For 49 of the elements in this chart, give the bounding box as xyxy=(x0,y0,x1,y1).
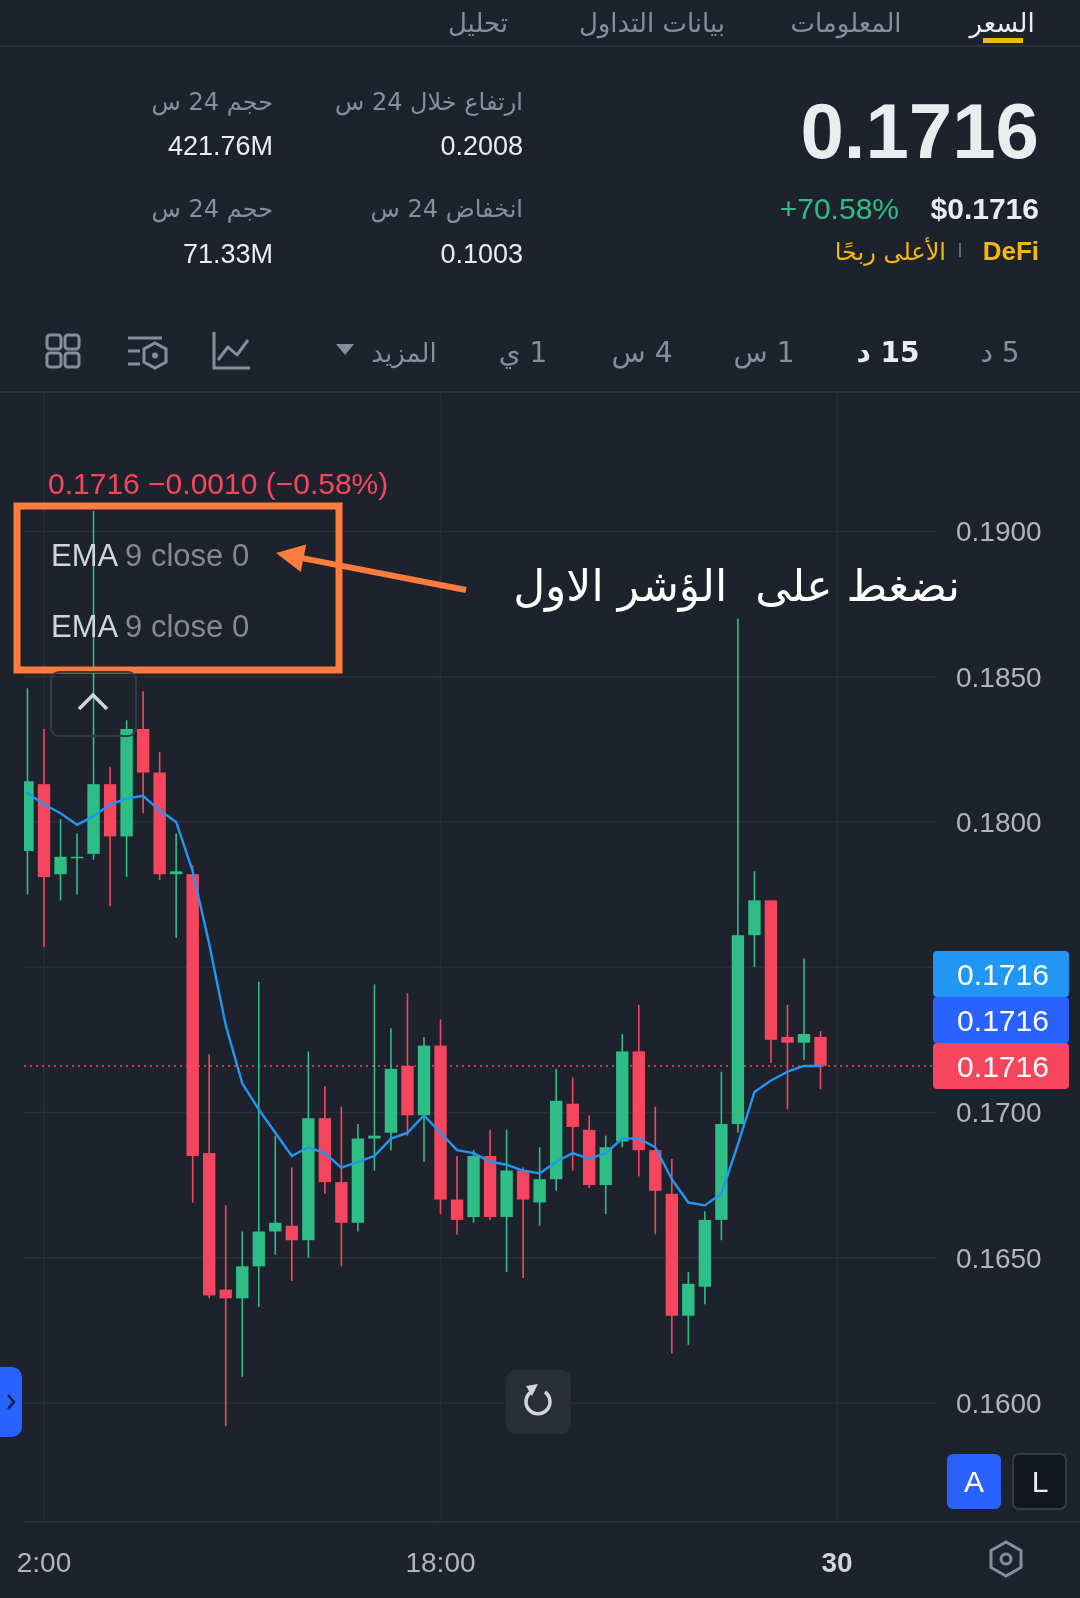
text: حجم 24 س xyxy=(151,88,273,116)
text: $0.1716 xyxy=(930,192,1039,225)
ref-line-label: 0.1716 xyxy=(957,1049,1049,1083)
x-tick-label: 2:00 xyxy=(16,1547,72,1578)
candlestick xyxy=(797,957,811,1061)
candlestick xyxy=(269,1134,282,1256)
text: 71.33M xyxy=(182,239,273,269)
text: +70.58% xyxy=(779,192,899,225)
y-tick-label: 0.1900 xyxy=(956,516,1042,548)
candlestick xyxy=(566,1076,579,1172)
text: الأعلى ربحًا xyxy=(834,237,946,266)
candlestick xyxy=(54,818,67,902)
y-tick-label: 0.1600 xyxy=(956,1387,1042,1419)
text: حجم 24 س xyxy=(151,195,273,223)
text: DeFi xyxy=(982,236,1039,266)
text: L xyxy=(1031,1465,1049,1498)
candlestick xyxy=(368,983,381,1172)
text: 0.2008 xyxy=(440,131,523,161)
text: 421.76M xyxy=(167,131,273,161)
text: 15 د xyxy=(856,336,920,369)
text: A xyxy=(963,1465,985,1498)
candlestick xyxy=(252,980,265,1308)
text: 0.1716 xyxy=(800,87,1039,175)
text: 0.1716 xyxy=(957,1003,1049,1037)
text: تحليل xyxy=(447,8,509,38)
text: المعلومات xyxy=(790,8,902,39)
text: 1 س xyxy=(733,336,795,369)
candlestick xyxy=(169,832,183,939)
text: بيانات التداول xyxy=(578,8,726,39)
candlestick xyxy=(285,1166,299,1282)
annotation: 0.1716 −0.0010 (−0.58%) xyxy=(48,467,389,500)
text: 5 د xyxy=(980,336,1020,369)
text: المزيد xyxy=(371,338,437,369)
text: انخفاض 24 س xyxy=(370,195,523,223)
text: 4 س xyxy=(611,336,673,369)
x-tick-label: 18:00 xyxy=(405,1547,476,1578)
candlestick xyxy=(533,1146,546,1227)
text: ارتفاع خلال 24 س xyxy=(334,88,523,116)
y-tick-label: 0.1850 xyxy=(956,661,1042,693)
candlestick xyxy=(450,1155,464,1236)
x-tick-label: 30 xyxy=(821,1547,853,1578)
y-tick-label: 0.1700 xyxy=(956,1097,1042,1129)
text: 1 ي xyxy=(498,336,548,369)
y-tick-label: 0.1650 xyxy=(956,1242,1042,1274)
y-tick-label: 0.1800 xyxy=(956,806,1042,838)
text: السعر xyxy=(967,8,1035,39)
text: 0.1716 xyxy=(957,957,1049,991)
annotation: نضغط على الؤشر الاول xyxy=(513,560,960,612)
text: 0.1003 xyxy=(440,239,523,269)
